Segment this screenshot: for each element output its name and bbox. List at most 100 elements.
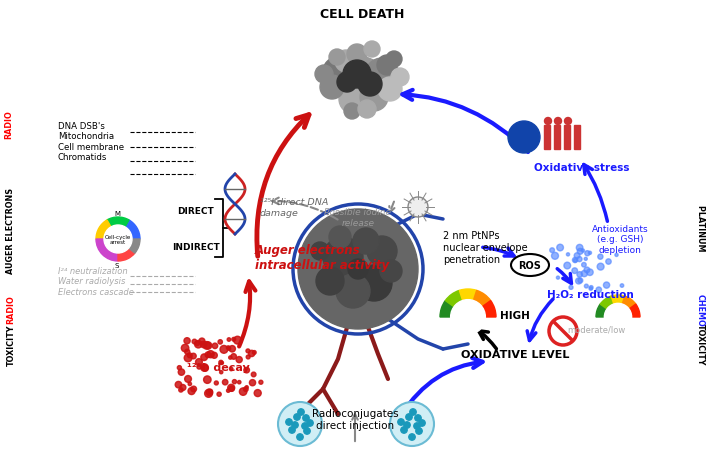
Circle shape [244, 387, 248, 392]
Text: PLATINUM: PLATINUM [695, 205, 705, 254]
Circle shape [569, 286, 573, 290]
Circle shape [419, 420, 425, 426]
Circle shape [180, 385, 186, 391]
Circle shape [226, 346, 230, 350]
Circle shape [192, 339, 197, 344]
Circle shape [207, 351, 214, 358]
Text: 2 nm PtNPs
nuclear envelope
penetration: 2 nm PtNPs nuclear envelope penetration [443, 231, 528, 264]
Circle shape [104, 225, 132, 253]
Circle shape [201, 342, 207, 348]
Circle shape [286, 419, 292, 425]
Circle shape [201, 354, 208, 361]
Circle shape [378, 78, 402, 102]
Circle shape [177, 366, 181, 370]
Circle shape [584, 268, 590, 273]
Circle shape [249, 350, 255, 357]
Wedge shape [611, 295, 625, 304]
Circle shape [181, 344, 189, 352]
Circle shape [246, 355, 250, 359]
Circle shape [320, 76, 344, 100]
Circle shape [229, 356, 232, 359]
Circle shape [391, 69, 409, 87]
Circle shape [244, 368, 250, 373]
Text: S: S [114, 263, 119, 269]
Circle shape [232, 338, 235, 341]
Circle shape [208, 390, 213, 394]
Circle shape [508, 122, 540, 154]
Circle shape [298, 210, 418, 329]
Circle shape [195, 341, 202, 348]
Text: CHEMO: CHEMO [695, 293, 705, 325]
Text: AUGER ELECTRONS: AUGER ELECTRONS [6, 185, 16, 274]
Circle shape [582, 250, 584, 253]
Circle shape [409, 434, 415, 440]
Circle shape [294, 414, 300, 420]
Circle shape [229, 386, 234, 392]
Circle shape [589, 252, 592, 255]
Circle shape [615, 254, 618, 257]
Circle shape [322, 57, 358, 93]
Circle shape [386, 52, 402, 68]
Circle shape [557, 276, 560, 280]
Text: ROS: ROS [518, 260, 542, 270]
Circle shape [187, 353, 192, 358]
Circle shape [233, 337, 242, 344]
Circle shape [401, 427, 407, 433]
Text: I²⁴ neutralization
Water radiolysis
Electrons cascade: I²⁴ neutralization Water radiolysis Elec… [58, 267, 134, 296]
Circle shape [199, 338, 205, 344]
Circle shape [178, 369, 185, 375]
Circle shape [620, 284, 624, 288]
Circle shape [250, 380, 256, 386]
Circle shape [202, 365, 208, 371]
Circle shape [203, 376, 211, 383]
Circle shape [188, 382, 191, 386]
Circle shape [364, 42, 380, 58]
Bar [554, 126, 560, 150]
Wedge shape [118, 239, 135, 262]
Circle shape [184, 338, 190, 344]
Circle shape [213, 344, 218, 349]
Text: ¹²⁵I  decay: ¹²⁵I decay [186, 362, 250, 372]
Circle shape [259, 381, 263, 384]
Text: M: M [114, 211, 120, 217]
Circle shape [220, 346, 228, 354]
Circle shape [347, 45, 367, 65]
Circle shape [339, 85, 369, 115]
Text: H₂O₂ reduction: H₂O₂ reduction [547, 289, 634, 300]
Circle shape [577, 272, 582, 278]
Circle shape [353, 229, 379, 255]
Bar [574, 126, 580, 150]
Circle shape [227, 389, 230, 393]
Circle shape [597, 263, 604, 270]
Circle shape [178, 388, 183, 392]
Circle shape [358, 101, 376, 119]
Circle shape [390, 402, 434, 446]
Circle shape [572, 268, 577, 274]
Circle shape [549, 317, 577, 345]
Wedge shape [459, 289, 476, 301]
Circle shape [278, 402, 322, 446]
Circle shape [307, 420, 314, 426]
Circle shape [229, 346, 235, 352]
Circle shape [598, 255, 603, 260]
Circle shape [576, 278, 582, 284]
Wedge shape [445, 291, 463, 307]
Circle shape [552, 253, 559, 260]
Circle shape [577, 245, 583, 251]
Wedge shape [96, 239, 118, 262]
Circle shape [201, 364, 208, 371]
Wedge shape [96, 220, 118, 239]
Circle shape [220, 371, 223, 374]
Circle shape [245, 386, 248, 389]
Circle shape [545, 118, 552, 125]
Circle shape [303, 415, 309, 421]
Text: ¹²⁵I direct DNA
damage: ¹²⁵I direct DNA damage [260, 198, 328, 217]
Circle shape [315, 66, 333, 84]
Text: Possible iodine
release: Possible iodine release [324, 208, 392, 227]
Circle shape [301, 423, 308, 429]
Text: TOXICITY: TOXICITY [695, 324, 705, 365]
Circle shape [184, 354, 192, 362]
Circle shape [565, 118, 572, 125]
Circle shape [232, 380, 237, 384]
Circle shape [329, 226, 351, 249]
